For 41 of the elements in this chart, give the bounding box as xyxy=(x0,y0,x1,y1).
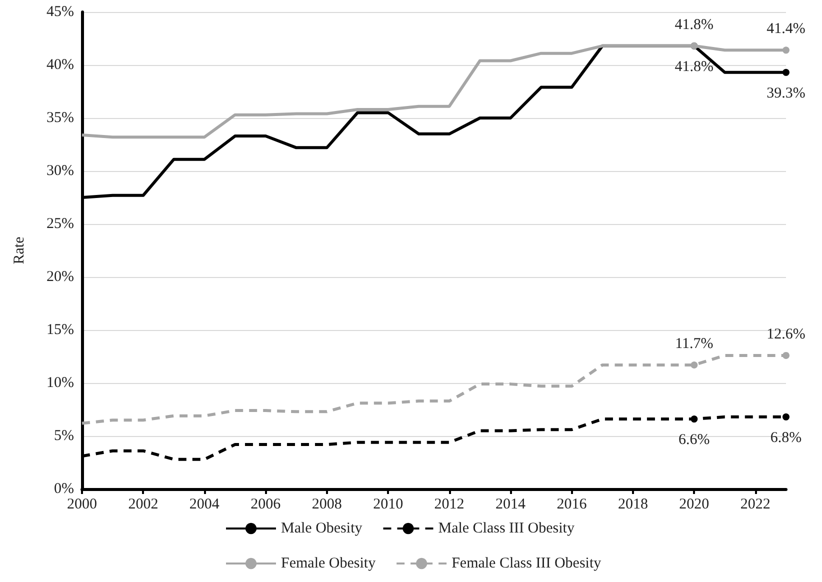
y-tick-label: 35% xyxy=(46,110,74,126)
point xyxy=(782,413,790,420)
x-tick-label: 2022 xyxy=(740,496,770,512)
data-label: 12.6% xyxy=(766,326,806,342)
x-tick-label: 2012 xyxy=(434,496,464,512)
legend-label: Female Class III Obesity xyxy=(452,556,602,572)
y-axis-title: Rate xyxy=(12,236,28,264)
x-tick-label: 2010 xyxy=(373,496,404,512)
x-tick-label: 2006 xyxy=(250,496,282,512)
point xyxy=(782,68,790,76)
x-tick-label: 2020 xyxy=(679,496,710,512)
x-tick-label: 2002 xyxy=(128,496,158,512)
data-label: 11.7% xyxy=(675,336,714,352)
y-tick-label: 5% xyxy=(54,428,74,444)
point xyxy=(690,416,698,423)
data-label: 6.6% xyxy=(678,432,710,448)
x-tick-label: 2004 xyxy=(189,496,220,512)
y-tick-label: 45% xyxy=(46,4,74,20)
data-label: 41.8% xyxy=(674,16,714,33)
data-label: 39.3% xyxy=(766,85,806,102)
data-label: 6.8% xyxy=(770,430,802,446)
x-tick-label: 2018 xyxy=(618,496,648,512)
point xyxy=(690,361,698,368)
y-tick-label: 25% xyxy=(46,216,74,232)
y-tick-label: 10% xyxy=(46,375,74,391)
y-tick-label: 40% xyxy=(46,57,74,73)
x-tick-label: 2016 xyxy=(556,496,588,512)
x-tick-label: 2008 xyxy=(312,496,342,512)
data-label: 41.4% xyxy=(766,21,806,38)
y-tick-label: 15% xyxy=(46,322,74,338)
legend-label: Female Obesity xyxy=(281,556,376,572)
legend-label: Male Class III Obesity xyxy=(438,520,575,536)
data-label: 41.8% xyxy=(674,58,714,75)
y-tick-label: 0% xyxy=(54,481,74,497)
point xyxy=(782,46,790,54)
point xyxy=(782,352,790,359)
x-tick-label: 2014 xyxy=(496,496,526,512)
y-tick-label: 30% xyxy=(46,163,74,179)
x-tick-label: 2000 xyxy=(67,496,97,512)
y-tick-label: 20% xyxy=(46,269,74,285)
legend-label: Male Obesity xyxy=(281,520,363,536)
